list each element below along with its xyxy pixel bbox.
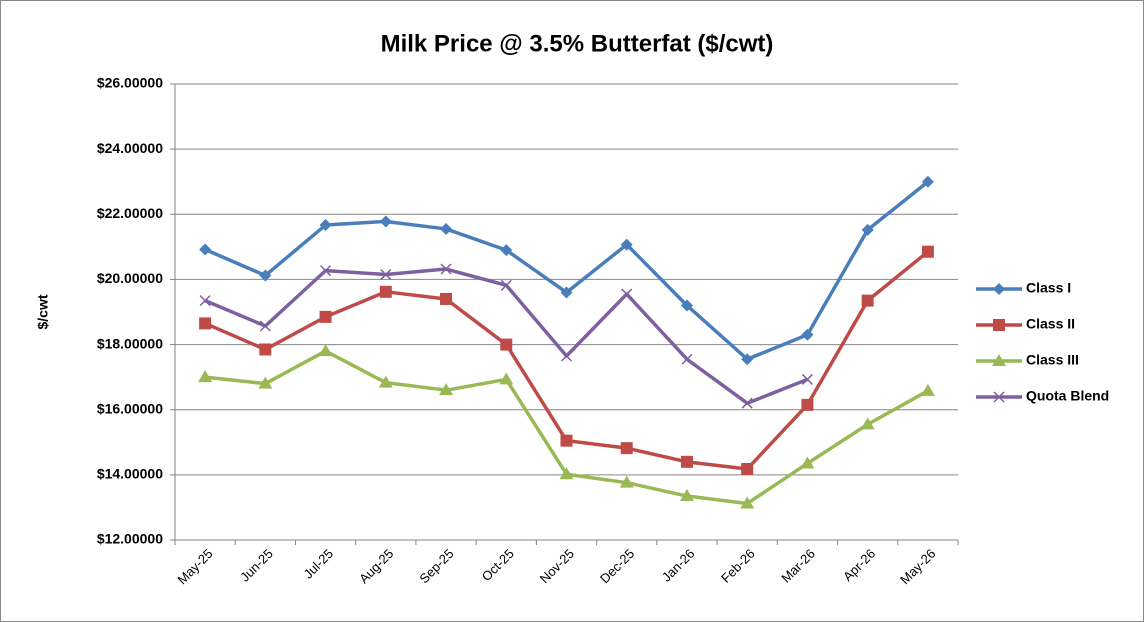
data-point — [801, 398, 814, 411]
data-point — [680, 455, 693, 468]
data-point — [259, 320, 271, 332]
data-point — [740, 496, 755, 509]
data-point — [320, 265, 332, 277]
data-point — [319, 219, 332, 232]
data-point — [439, 383, 454, 396]
y-tick-label: $12.00000 — [97, 531, 163, 547]
data-point — [619, 475, 634, 488]
data-point — [319, 310, 332, 323]
data-point — [440, 292, 453, 305]
data-point — [801, 328, 814, 341]
y-tick-label: $22.00000 — [97, 205, 163, 221]
data-point — [621, 288, 633, 300]
data-point — [378, 375, 393, 388]
data-point — [560, 350, 573, 362]
legend-label: Class I — [1026, 280, 1071, 296]
data-point — [620, 238, 633, 251]
legend-marker — [993, 319, 1005, 331]
legend-marker — [993, 283, 1005, 295]
legend-label: Class II — [1026, 316, 1075, 332]
data-point — [318, 344, 333, 357]
chart-title: Milk Price @ 3.5% Butterfat ($/cwt) — [381, 30, 774, 57]
y-axis-title: $/cwt — [35, 294, 51, 329]
data-point — [259, 343, 272, 356]
data-point — [379, 285, 392, 298]
legend-label: Class III — [1026, 352, 1079, 368]
legend-label: Quota Blend — [1026, 388, 1109, 404]
data-point — [500, 338, 513, 351]
data-point — [499, 372, 514, 385]
data-point — [921, 245, 934, 258]
data-point — [681, 353, 693, 365]
data-point — [440, 263, 452, 275]
data-point — [620, 442, 633, 455]
data-point — [800, 456, 815, 469]
y-tick-label: $16.00000 — [97, 400, 163, 416]
data-point — [380, 269, 392, 281]
data-point — [379, 215, 392, 228]
data-point — [860, 417, 875, 430]
y-tick-label: $26.00000 — [97, 75, 163, 91]
data-point — [801, 373, 813, 385]
data-point — [198, 370, 213, 383]
data-point — [861, 223, 874, 236]
legend-marker — [993, 391, 1005, 403]
data-point — [199, 243, 212, 256]
data-point — [921, 175, 934, 188]
data-point — [440, 222, 453, 235]
data-point — [741, 462, 754, 475]
data-point — [199, 295, 211, 307]
data-point — [679, 489, 694, 502]
data-point — [258, 376, 273, 389]
y-tick-label: $20.00000 — [97, 270, 163, 286]
data-point — [680, 299, 693, 312]
data-point — [861, 294, 874, 307]
y-tick-label: $14.00000 — [97, 466, 163, 482]
legend-marker — [992, 354, 1006, 366]
data-point — [500, 244, 513, 257]
data-point — [199, 317, 212, 330]
data-point — [560, 286, 573, 299]
data-point — [741, 353, 754, 366]
data-point — [559, 467, 574, 480]
data-point — [259, 269, 272, 282]
data-point — [500, 279, 512, 291]
data-point — [560, 434, 573, 447]
data-point — [741, 397, 753, 409]
data-point — [920, 383, 935, 396]
y-tick-label: $18.00000 — [97, 335, 163, 351]
y-tick-label: $24.00000 — [97, 140, 163, 156]
